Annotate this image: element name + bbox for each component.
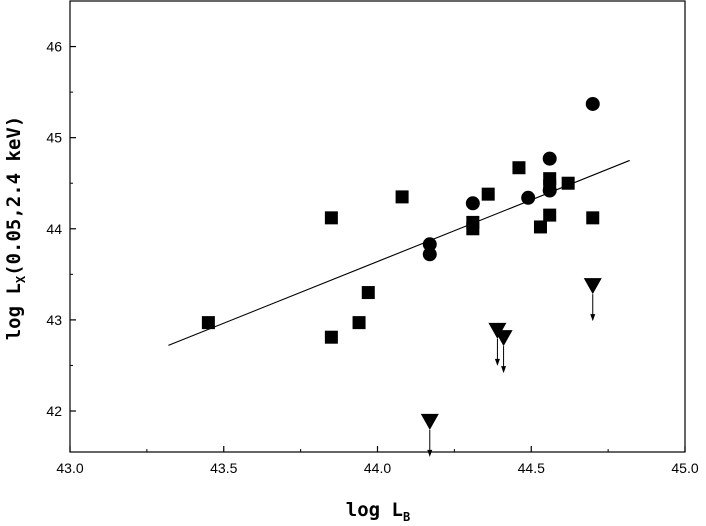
data-point-square bbox=[466, 215, 480, 229]
upper-limit-marker bbox=[420, 413, 439, 457]
upper-limit-arrow-head bbox=[590, 314, 596, 322]
data-point-circle bbox=[422, 247, 437, 262]
x-tick-label: 43.5 bbox=[210, 460, 237, 476]
data-point-square bbox=[533, 220, 547, 234]
data-point-square bbox=[324, 330, 338, 344]
y-axis-title: log LX(0.05,2.4 keV) bbox=[3, 116, 28, 341]
data-point-circle bbox=[465, 196, 480, 211]
plot-frame bbox=[69, 0, 686, 453]
x-tick-label: 43.0 bbox=[56, 460, 83, 476]
data-point-square bbox=[543, 208, 557, 222]
upper-limit-marker bbox=[494, 330, 513, 374]
x-tick-label: 45.0 bbox=[671, 460, 698, 476]
data-point-square bbox=[543, 172, 557, 186]
x-tick-label: 44.5 bbox=[518, 460, 545, 476]
data-point-square bbox=[352, 316, 366, 330]
data-point-square bbox=[361, 286, 375, 300]
y-axis-ticks: 42 43 44 45 46 bbox=[46, 0, 76, 419]
y-tick-label: 43 bbox=[46, 312, 62, 328]
fit-line bbox=[168, 159, 630, 346]
data-point-circle bbox=[542, 183, 557, 198]
data-point-square bbox=[561, 176, 575, 190]
x-tick-label: 44.0 bbox=[364, 460, 391, 476]
data-point-square bbox=[512, 161, 526, 175]
x-axis-ticks: 43.0 43.5 44.0 44.5 45.0 bbox=[56, 446, 699, 476]
y-axis-title-main: log L bbox=[3, 283, 25, 340]
data-point-square bbox=[324, 211, 338, 225]
x-axis-title-main: log L bbox=[346, 499, 403, 521]
y-axis-title-sub: X bbox=[14, 275, 28, 283]
data-point-square bbox=[201, 316, 215, 330]
y-axis-title-rest: (0.05,2.4 keV) bbox=[3, 116, 25, 276]
upper-limit-arrow-head bbox=[501, 366, 507, 374]
plot-marks bbox=[168, 96, 630, 457]
upper-limit-arrow-head bbox=[427, 449, 433, 457]
upper-limit-arrow-head bbox=[494, 358, 500, 366]
y-tick-label: 46 bbox=[46, 39, 62, 55]
y-tick-label: 42 bbox=[46, 403, 62, 419]
upper-limit-triangle bbox=[420, 413, 439, 430]
x-axis-title-sub: B bbox=[403, 510, 410, 524]
data-point-square bbox=[395, 190, 409, 204]
data-point-square bbox=[481, 187, 495, 201]
x-axis-title: log LB bbox=[346, 499, 410, 524]
data-point-circle bbox=[542, 151, 557, 166]
upper-limit-triangle bbox=[583, 278, 602, 295]
data-point-circle bbox=[422, 237, 437, 252]
upper-limit-triangle bbox=[494, 330, 513, 347]
data-point-circle bbox=[585, 96, 600, 111]
upper-limit-marker bbox=[583, 278, 602, 322]
y-tick-label: 44 bbox=[46, 221, 62, 237]
data-point-circle bbox=[521, 190, 536, 205]
y-tick-label: 45 bbox=[46, 130, 62, 146]
data-point-square bbox=[586, 211, 600, 225]
